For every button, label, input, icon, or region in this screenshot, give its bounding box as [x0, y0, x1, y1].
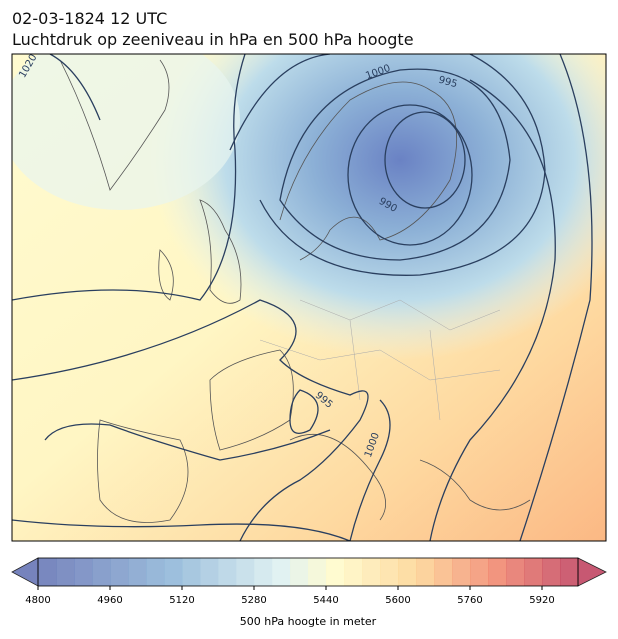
- colorbar-segment: [524, 558, 543, 586]
- colorbar-segment: [308, 558, 327, 586]
- colorbar-segment: [362, 558, 381, 586]
- colorbar: 4800 4960 5120 5280 5440 5600 5760 5920 500 hPa …: [11, 557, 607, 628]
- colorbar-segment: [218, 558, 237, 586]
- isobars: [12, 54, 593, 541]
- borders: [259, 299, 501, 421]
- colorbar-segment: [272, 558, 291, 586]
- colorbar-segment: [128, 558, 147, 586]
- colorbar-segment: [110, 558, 129, 586]
- date-title: 02-03-1824 12 UTC: [12, 9, 168, 28]
- colorbar-segment: [488, 558, 507, 586]
- colorbar-segment: [344, 558, 363, 586]
- colorbar-segment: [506, 558, 525, 586]
- colorbar-extend-high: [577, 557, 607, 587]
- colorbar-segment: [434, 558, 453, 586]
- colorbar-segment: [254, 558, 273, 586]
- colorbar-segment: [74, 558, 93, 586]
- colorbar-segment: [56, 558, 75, 586]
- colorbar-tick-label: 5440: [313, 595, 338, 606]
- colorbar-segment: [416, 558, 435, 586]
- colorbar-frame: [37, 557, 579, 587]
- colorbar-segment: [182, 558, 201, 586]
- colorbar-segment: [146, 558, 165, 586]
- colorbar-segment: [200, 558, 219, 586]
- colorbar-segment: [542, 558, 561, 586]
- colorbar-tick-label: 5280: [241, 595, 266, 606]
- colorbar-label: 500 hPa hoogte in meter: [240, 615, 377, 628]
- colorbar-tick-label: 5760: [457, 595, 482, 606]
- colorbar-segment: [236, 558, 255, 586]
- colorbar-segment: [560, 558, 579, 586]
- map-frame: [11, 53, 607, 542]
- colorbar-tick-label: 5920: [529, 595, 554, 606]
- colorbar-tick-label: 4800: [25, 595, 50, 606]
- colorbar-segment: [380, 558, 399, 586]
- colorbar-segment: [398, 558, 417, 586]
- colorbar-tick-label: 4960: [97, 595, 122, 606]
- colorbar-segment: [452, 558, 471, 586]
- colorbar-tick-label: 5600: [385, 595, 410, 606]
- colorbar-segment: [164, 558, 183, 586]
- colorbar-segment: [92, 558, 111, 586]
- colorbar-segment: [326, 558, 345, 586]
- colorbar-segment: [290, 558, 309, 586]
- map-title: Luchtdruk op zeeniveau in hPa en 500 hPa…: [12, 30, 414, 49]
- colorbar-segment: [38, 558, 57, 586]
- coastlines: [59, 59, 531, 523]
- colorbar-segment: [470, 558, 489, 586]
- contour-label: 995: [437, 75, 458, 91]
- colorbar-tick-label: 5120: [169, 595, 194, 606]
- colorbar-extend-low: [11, 557, 39, 587]
